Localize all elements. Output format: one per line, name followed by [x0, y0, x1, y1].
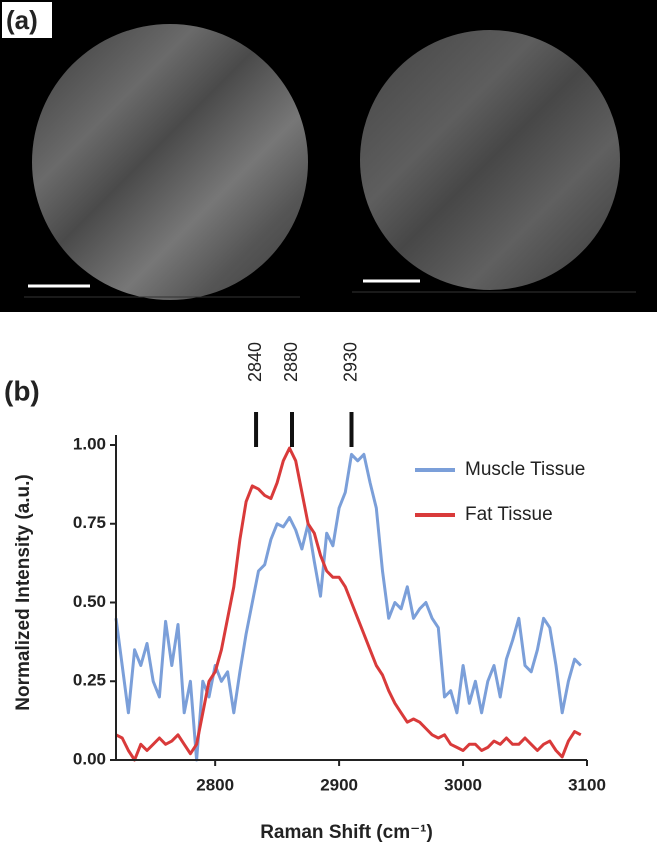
y-tick-label: 0.75 [73, 513, 106, 532]
label-background [2, 2, 52, 38]
legend-label: Fat Tissue [465, 504, 553, 525]
x-tick-label: 2900 [320, 775, 358, 794]
image-left [32, 24, 308, 300]
series-line [115, 446, 582, 762]
y-axis-title: Normalized Intensity (a.u.) [13, 474, 34, 710]
x-tick-label: 3100 [568, 775, 606, 794]
peak-label: 2840 [245, 342, 265, 382]
x-tick-label: 3000 [444, 775, 482, 794]
image-right [360, 30, 620, 290]
y-tick-label: 0.25 [73, 671, 106, 690]
series-line [114, 452, 582, 762]
x-axis-title: Raman Shift (cm⁻¹) [260, 822, 433, 843]
peak-label: 2930 [340, 342, 360, 382]
y-tick-label: 0.00 [73, 749, 106, 768]
panel-b: (b) Normalized Intensity (a.u.) Raman Shif… [4, 342, 606, 843]
y-tick-label: 1.00 [73, 434, 106, 453]
x-tick-label: 2800 [196, 775, 234, 794]
panel-label: (a) [6, 5, 38, 35]
panel-label: (b) [4, 375, 40, 406]
legend-label: Muscle Tissue [465, 459, 585, 480]
panel-a: (a) [0, 0, 657, 312]
peak-label: 2880 [281, 342, 301, 382]
y-tick-label: 0.50 [73, 592, 106, 611]
